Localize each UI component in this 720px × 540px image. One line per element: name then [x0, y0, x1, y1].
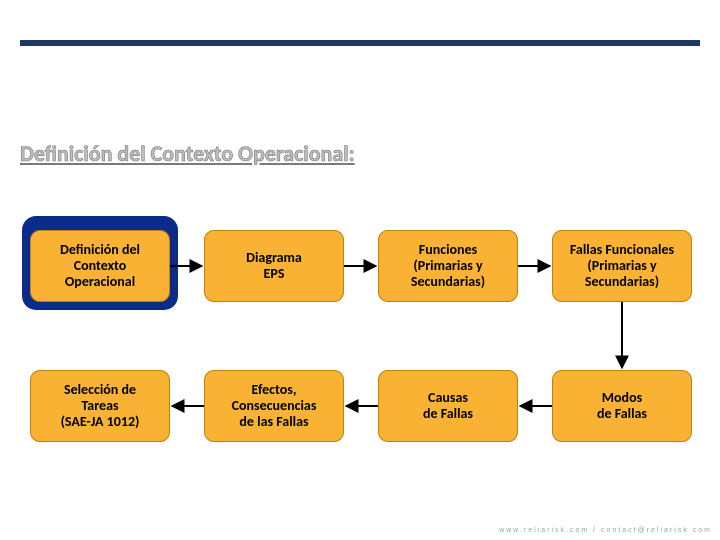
node-label-line: Causas	[428, 390, 468, 406]
flowchart-node: Modosde Fallas	[552, 370, 692, 442]
node-label-line: Selección de	[64, 382, 136, 398]
flowchart-node: Selección deTareas(SAE-JA 1012)	[30, 370, 170, 442]
node-label-line: Consecuencias	[232, 398, 317, 414]
node-label-line: Operacional	[65, 274, 135, 290]
node-label-line: de Fallas	[597, 406, 647, 422]
node-label-line: (Primarias y	[413, 258, 482, 274]
flowchart-node: Efectos,Consecuenciasde las Fallas	[204, 370, 344, 442]
flowchart-node: DiagramaEPS	[204, 230, 344, 302]
node-label-line: EPS	[264, 266, 285, 282]
node-label-line: Funciones	[419, 242, 477, 258]
node-label-line: Secundarias)	[411, 274, 485, 290]
flowchart-node: Definición delContextoOperacional	[30, 230, 170, 302]
node-label-line: Secundarias)	[585, 274, 659, 290]
flowchart-node: Fallas Funcionales(Primarias ySecundaria…	[552, 230, 692, 302]
flowchart-canvas: Definición delContextoOperacional Diagram…	[0, 0, 720, 540]
node-label-line: Definición del	[60, 242, 140, 258]
node-label-line: Diagrama	[246, 250, 302, 266]
footer-text: www.reliarisk.com / contact@reliarisk.co…	[499, 527, 712, 534]
node-label-line: Modos	[602, 390, 642, 406]
node-label-line: Contexto	[74, 258, 127, 274]
node-label-line: Fallas Funcionales	[570, 242, 674, 258]
flowchart-node: Causasde Fallas	[378, 370, 518, 442]
node-label-line: (Primarias y	[587, 258, 656, 274]
node-label-line: Efectos,	[252, 382, 297, 398]
node-label-line: (SAE-JA 1012)	[61, 414, 140, 430]
node-label-line: Tareas	[81, 398, 118, 414]
node-label-line: de Fallas	[423, 406, 473, 422]
node-label-line: de las Fallas	[239, 414, 308, 430]
flowchart-node: Funciones(Primarias ySecundarias)	[378, 230, 518, 302]
